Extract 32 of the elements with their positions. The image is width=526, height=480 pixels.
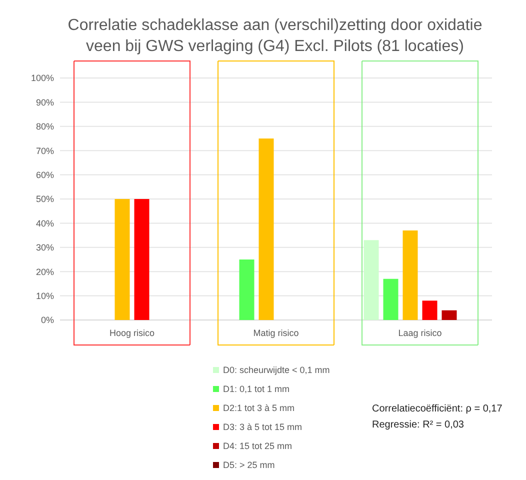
bar	[134, 199, 150, 320]
legend-label: D2:1 tot 3 à 5 mm	[223, 403, 295, 414]
y-tick-label: 30%	[36, 242, 54, 253]
bar	[258, 138, 274, 320]
y-tick-label: 90%	[36, 97, 54, 108]
bar	[442, 310, 457, 320]
bar	[239, 260, 254, 320]
y-tick-label: 40%	[36, 218, 54, 228]
bar	[422, 300, 438, 320]
chart-title: Correlatie schadeklasse aan (verschil)zetting door oxidatie veen bij GWS verlaging (G4) Excl. Pilots (81 locaties)	[68, 17, 482, 55]
y-tick-label: 70%	[36, 146, 54, 156]
text: Regressie: R² = 0,03	[372, 420, 464, 430]
legend-label: D0: scheurwijdte < 0,1 mm	[223, 365, 330, 376]
legend-label: D4: 15 tot 25 mm	[223, 441, 292, 452]
x-tick-label: Laag risico	[398, 328, 442, 338]
x-tick-label: Hoog risico	[109, 328, 155, 338]
y-tick-label: 50%	[36, 194, 54, 204]
bar	[364, 240, 379, 320]
y-tick-label: 20%	[36, 266, 54, 277]
legend-label: D1: 0,1 tot 1 mm	[223, 384, 290, 394]
y-tick-label: 10%	[36, 290, 54, 301]
y-tick-label: 80%	[36, 122, 54, 132]
bar	[114, 199, 130, 320]
x-tick-label: Matig risico	[253, 328, 299, 338]
bar	[402, 230, 418, 320]
bar	[383, 278, 398, 320]
y-tick-label: 0%	[40, 315, 54, 326]
legend-label: D5: > 25 mm	[223, 460, 275, 470]
y-tick-label: 100%	[30, 73, 54, 84]
y-tick-label: 60%	[36, 170, 54, 180]
legend-label: D3: 3 à 5 tot 15 mm	[223, 422, 302, 432]
text: Correlatiecoëfficiënt: ρ = 0,17	[372, 404, 503, 414]
